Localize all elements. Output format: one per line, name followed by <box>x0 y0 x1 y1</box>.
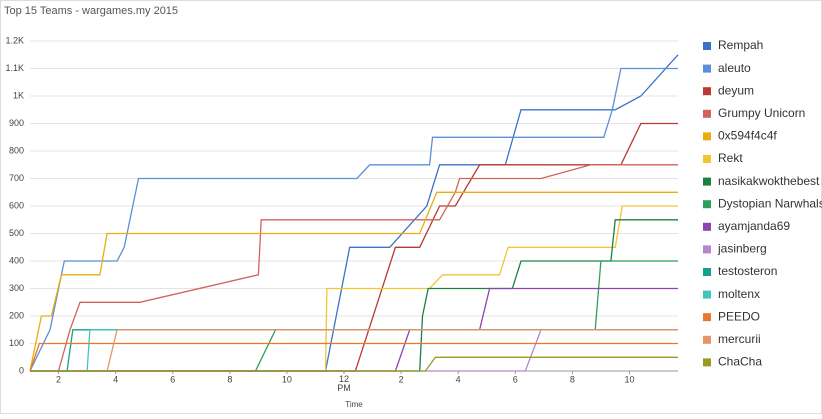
legend-label: deyum <box>718 83 754 97</box>
legend-label: jasinberg <box>717 242 767 256</box>
legend-swatch <box>703 155 711 163</box>
legend-swatch <box>703 87 711 96</box>
x-tick-label: 6 <box>170 374 175 384</box>
legend-swatch <box>703 200 711 209</box>
x-tick-label: 4 <box>113 374 118 384</box>
series-line <box>29 342 678 372</box>
legend-swatch <box>703 358 711 367</box>
x-tick-label: 8 <box>227 374 232 384</box>
x-tick-label: 10 <box>624 374 634 384</box>
legend-label: Dystopian Narwhals <box>718 196 822 210</box>
y-tick-label: 900 <box>9 118 24 128</box>
y-tick-label: 1K <box>13 90 24 100</box>
x-axis-label: Time <box>345 400 363 409</box>
legend-swatch <box>703 177 711 186</box>
legend-label: 0x594f4c4f <box>718 129 777 143</box>
x-tick-label: 6 <box>513 374 518 384</box>
x-tick-label: 12 PM <box>337 374 351 393</box>
legend-label: moltenx <box>718 287 760 301</box>
y-tick-label: 700 <box>9 173 24 183</box>
legend-label: testosteron <box>718 264 777 278</box>
legend-label: aleuto <box>718 61 751 75</box>
series-line <box>30 164 678 372</box>
legend-swatch <box>703 222 711 231</box>
x-tick-label: 4 <box>456 374 461 384</box>
legend-swatch <box>703 109 711 118</box>
legend-swatch <box>703 245 711 254</box>
legend-swatch <box>703 132 711 141</box>
y-tick-label: 600 <box>9 200 24 210</box>
x-tick-label: 8 <box>570 374 575 384</box>
x-tick-label: 10 <box>282 374 292 384</box>
legend: Rempah aleuto deyum Grumpy Unicorn 0x594f4c4… <box>703 38 822 369</box>
legend-label: ayamjanda69 <box>718 219 790 233</box>
y-tick-label: 200 <box>9 310 24 320</box>
x-tick-label: 2 <box>56 374 61 384</box>
x-tick-label: 2 <box>399 374 404 384</box>
series-line <box>30 356 678 372</box>
legend-swatch <box>703 42 711 50</box>
legend-label: ChaCha <box>718 355 762 369</box>
legend-swatch <box>703 268 711 276</box>
legend-swatch <box>703 313 711 322</box>
y-tick-label: 0 <box>19 365 24 375</box>
series-line <box>29 191 678 372</box>
series-line <box>29 67 678 372</box>
legend-label: mercurii <box>718 332 761 346</box>
legend-swatch <box>703 335 711 344</box>
y-tick-label: 400 <box>9 255 24 265</box>
legend-swatch <box>703 290 711 299</box>
y-tick-label: 100 <box>9 338 24 348</box>
legend-label: Rekt <box>718 151 743 165</box>
y-tick-label: 300 <box>9 283 24 293</box>
legend-label: PEEDO <box>718 309 760 323</box>
y-tick-label: 800 <box>9 145 24 155</box>
chart-title: Top 15 Teams - wargames.my 2015 <box>4 5 178 17</box>
y-tick-label: 1.1K <box>5 63 24 73</box>
legend-label: nasikakwokthebest <box>718 174 820 188</box>
y-tick-label: 500 <box>9 228 24 238</box>
y-tick-label: 1.2K <box>5 35 24 45</box>
legend-label: Rempah <box>718 38 763 52</box>
legend-label: Grumpy Unicorn <box>718 106 805 120</box>
legend-swatch <box>703 64 711 73</box>
